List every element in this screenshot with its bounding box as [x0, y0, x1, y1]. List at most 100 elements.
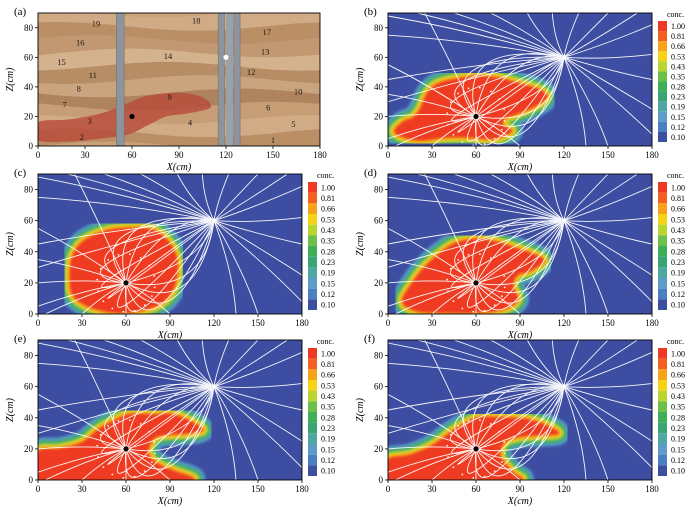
colorbar-swatch	[658, 41, 667, 52]
x-tick-label: 180	[295, 484, 309, 494]
x-axis-label: X(cm)	[507, 496, 533, 507]
panel-d: conc. 1.00 0.81 0.660.53 0.43 0.350.28 0.23 0.1…	[355, 167, 685, 341]
streamline-arrow	[503, 275, 506, 277]
streamline	[563, 56, 652, 110]
colorbar-level: 0.35	[671, 403, 685, 412]
colorbar-level: 0.66	[671, 371, 685, 380]
plot-frame	[387, 12, 653, 147]
x-tick-label: 180	[645, 484, 659, 494]
streamline-arrow	[503, 441, 506, 443]
z-tick-label: 40	[24, 413, 34, 423]
x-tick-label: 90	[516, 484, 526, 494]
streamline	[125, 220, 215, 293]
streamline	[467, 56, 565, 142]
x-axis-label: X(cm)	[166, 162, 192, 173]
streamline	[213, 220, 302, 276]
colorbar-swatch	[658, 182, 667, 193]
streamline	[475, 220, 565, 284]
colorbar-swatch	[658, 61, 667, 72]
colorbar-swatch	[658, 131, 667, 142]
streamline-arrow	[472, 310, 475, 313]
colorbar-level: 1.00	[671, 183, 685, 192]
colorbar-title: conc.	[667, 337, 684, 346]
streamline-arrow	[493, 137, 496, 140]
z-axis-label: Z(cm)	[355, 231, 366, 256]
streamline	[213, 340, 259, 388]
streamline	[563, 56, 652, 135]
colorbar-level: 0.15	[671, 279, 685, 288]
streamline	[388, 93, 477, 117]
streamline	[103, 174, 215, 222]
injection-well	[123, 280, 129, 286]
streamline	[388, 220, 565, 245]
z-tick-label: 20	[374, 278, 384, 288]
streamline	[395, 448, 477, 480]
colorbar-swatch	[658, 51, 667, 62]
colorbar-swatch	[658, 444, 667, 455]
streamline	[125, 385, 215, 450]
colorbar-swatch	[658, 390, 667, 402]
streamline	[563, 351, 652, 388]
extraction-well	[211, 218, 217, 224]
colorbar-level: 0.15	[671, 113, 685, 122]
streamline-arrow	[493, 470, 496, 472]
streamline-arrow	[111, 473, 114, 476]
plot-frame	[387, 173, 653, 315]
z-tick-label: 20	[24, 278, 34, 288]
colorbar-level: 0.43	[321, 392, 335, 401]
z-tick-label: 40	[24, 82, 34, 92]
streamline-arrow	[102, 466, 105, 469]
x-tick-label: 60	[472, 150, 482, 160]
streamline	[563, 174, 638, 222]
streamline	[388, 446, 477, 450]
colorbar-level: 1.00	[671, 349, 685, 358]
streamline-arrow	[151, 461, 153, 463]
colorbar-level: 0.23	[671, 424, 685, 433]
streamline	[38, 394, 127, 450]
streamline-arrow	[143, 304, 146, 306]
streamline	[450, 220, 565, 284]
x-tick-label: 0	[386, 484, 391, 494]
streamline	[100, 386, 215, 450]
streamline	[424, 340, 477, 450]
streamline	[453, 13, 565, 58]
x-tick-label: 120	[219, 150, 233, 160]
streamline	[125, 448, 171, 480]
injection-well	[123, 446, 129, 452]
streamline	[563, 386, 587, 480]
extraction-well	[223, 54, 229, 60]
streamline	[388, 228, 477, 284]
streamline	[475, 386, 565, 459]
streamline	[563, 340, 638, 388]
streamline	[563, 13, 609, 58]
streamline-arrow	[489, 257, 492, 259]
extraction-well	[561, 54, 567, 60]
streamline-arrow	[479, 253, 481, 256]
layer-label: 9	[167, 92, 171, 102]
z-tick-label: 40	[374, 413, 384, 423]
streamline-arrow	[457, 425, 460, 427]
streamline	[424, 174, 477, 284]
streamline-arrow	[498, 430, 501, 433]
streamline	[38, 448, 127, 473]
x-tick-label: 90	[516, 318, 526, 328]
colorbar-level: 0.28	[321, 413, 335, 422]
streamline	[117, 386, 215, 474]
streamline	[395, 115, 477, 146]
colorbar-level: 0.10	[671, 467, 685, 476]
x-tick-label: 180	[313, 150, 327, 160]
streamline	[451, 220, 565, 288]
colorbar-swatch	[658, 358, 667, 370]
streamline	[107, 386, 215, 465]
streamline-arrow	[483, 143, 486, 146]
streamline	[140, 340, 215, 388]
streamline-arrow	[139, 257, 142, 259]
colorbar-swatch	[658, 235, 667, 246]
streamline	[213, 220, 259, 314]
colorbar-swatch	[308, 444, 317, 455]
x-tick-label: 0	[386, 318, 391, 328]
streamline	[388, 386, 565, 434]
panel-b: conc.1.000.810.660.530.430.350.280.230.1…	[355, 6, 685, 173]
streamline-arrow	[479, 86, 481, 89]
streamline-arrow	[452, 466, 455, 469]
